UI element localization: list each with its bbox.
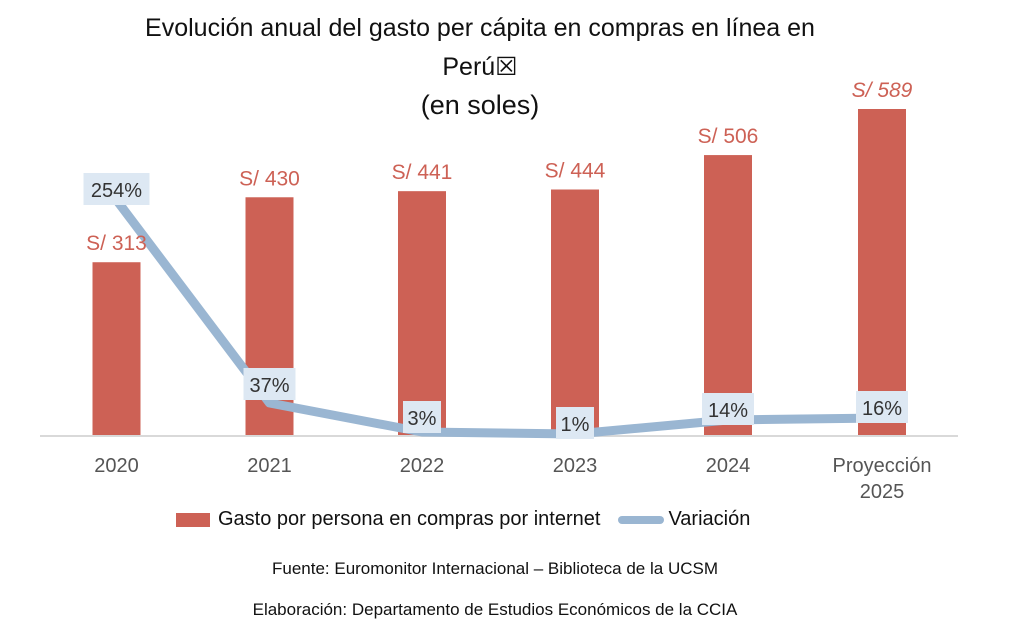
variation-label: 14% [708, 400, 748, 422]
variation-label: 16% [862, 398, 902, 420]
bar-value-label: S/ 506 [698, 125, 759, 148]
bar-2023 [551, 189, 599, 436]
variation-label-box [243, 368, 296, 400]
x-tick-label: 2025 [860, 481, 905, 503]
variation-label: 3% [408, 408, 437, 430]
bar-value-label: S/ 444 [545, 160, 606, 183]
variation-point: 16% [856, 391, 908, 423]
x-tick-label: 2021 [247, 455, 292, 477]
variation-line [112, 195, 887, 439]
variation-label-box [856, 391, 908, 423]
source-note: Fuente: Euromonitor Internacional – Bibl… [271, 559, 718, 578]
legend-bar-label: Gasto por persona en compras por interne… [218, 508, 601, 530]
variation-point: 1% [556, 407, 594, 439]
variation-point: 3% [403, 401, 441, 433]
variation-label-box [403, 401, 441, 433]
legend-bar-swatch [176, 512, 210, 527]
x-tick-label: Proyección [833, 455, 932, 477]
variation-point: 14% [702, 393, 754, 425]
bar-2022 [398, 191, 446, 436]
x-tick-label: 2023 [553, 455, 598, 477]
variation-point: 254% [83, 173, 150, 205]
variation-label-box [83, 173, 150, 205]
bar-value-label: S/ 441 [392, 161, 453, 184]
bar-proyección-2025 [858, 109, 906, 436]
x-tick-label: 2020 [94, 455, 139, 477]
bar-2020 [92, 262, 141, 436]
chart-title: Evolución anual del gasto per cápita en … [145, 14, 815, 42]
variation-point: 37% [243, 368, 296, 400]
legend-line-label: Variación [668, 508, 751, 530]
variation-label-box [556, 407, 594, 439]
x-tick-label: 2022 [400, 455, 445, 477]
variation-label: 37% [249, 375, 289, 397]
chart-title-line2: Perú☒ [442, 53, 518, 81]
bar-value-label: S/ 430 [239, 167, 300, 190]
legend-line-swatch [618, 515, 665, 524]
elaboration-note: Elaboración: Departamento de Estudios Ec… [252, 600, 738, 619]
legend: Gasto por persona en compras por interne… [176, 508, 750, 531]
combo-chart: 254% 37% 3% 1% 14% 16% S/ 313 S/ 430 S/ 441 S/ 4… [40, 79, 958, 503]
bar-2024 [704, 155, 752, 436]
variation-label-box [702, 393, 754, 425]
bar-value-label: S/ 313 [86, 232, 147, 255]
bar-value-label: S/ 589 [852, 79, 913, 102]
variation-label: 254% [91, 180, 142, 202]
chart-subtitle: (en soles) [420, 90, 540, 120]
variation-label: 1% [561, 414, 590, 436]
x-tick-label: 2024 [706, 455, 751, 477]
